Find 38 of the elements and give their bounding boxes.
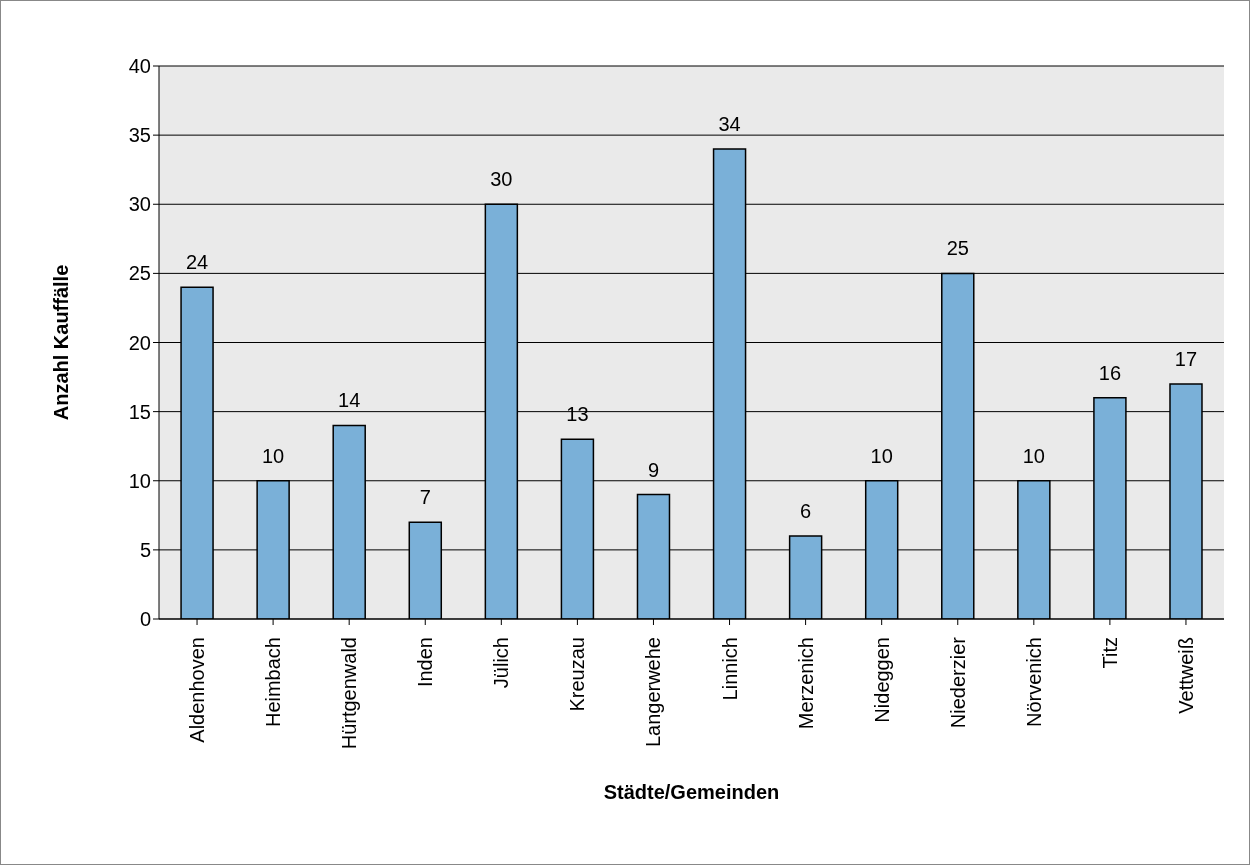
x-tick-label: Kreuzau (566, 637, 589, 712)
y-tick-label: 40 (128, 55, 151, 78)
data-label: 24 (185, 251, 209, 274)
x-tick-label: Langerwehe (642, 637, 665, 748)
x-axis-title: Städte/Gemeinden (603, 781, 780, 803)
y-tick-label: 5 (139, 538, 151, 561)
y-tick-label: 10 (128, 469, 151, 492)
y-tick-label: 30 (128, 193, 151, 216)
data-label: 30 (490, 168, 513, 191)
y-tick-label: 15 (128, 400, 151, 423)
y-tick-label: 20 (128, 331, 151, 354)
data-label: 10 (870, 444, 893, 467)
y-tick-label: 35 (128, 124, 151, 147)
x-tick-label: Heimbach (262, 637, 285, 728)
data-label: 16 (1098, 361, 1122, 384)
data-label: 25 (946, 237, 969, 260)
y-tick-label: 0 (139, 608, 151, 631)
data-label: 10 (1022, 444, 1045, 467)
y-tick-label: 25 (128, 262, 151, 285)
x-tick-label: Jülich (490, 637, 513, 689)
data-label: 17 (1174, 347, 1198, 370)
x-tick-label: Nideggen (870, 637, 893, 723)
x-tick-label: Titz (1098, 637, 1121, 669)
x-tick-label: Vettweiß (1174, 637, 1197, 714)
data-label: 14 (338, 389, 361, 412)
data-label: 6 (800, 500, 812, 523)
x-tick-label: Linnich (718, 637, 741, 701)
x-tick-label: Merzenich (794, 637, 817, 730)
data-label: 34 (718, 112, 741, 135)
data-label: 9 (647, 458, 660, 481)
x-tick-label: Nörvenich (1022, 637, 1045, 728)
x-tick-label: Niederzier (946, 636, 969, 729)
x-tick-label: Aldenhoven (186, 637, 209, 743)
x-tick-label: Inden (414, 637, 437, 688)
data-label: 10 (262, 444, 285, 467)
x-tick-label: Hürtgenwald (338, 637, 361, 750)
y-axis-title: Anzahl Kauffälle (50, 264, 73, 421)
data-label: 7 (419, 486, 431, 509)
